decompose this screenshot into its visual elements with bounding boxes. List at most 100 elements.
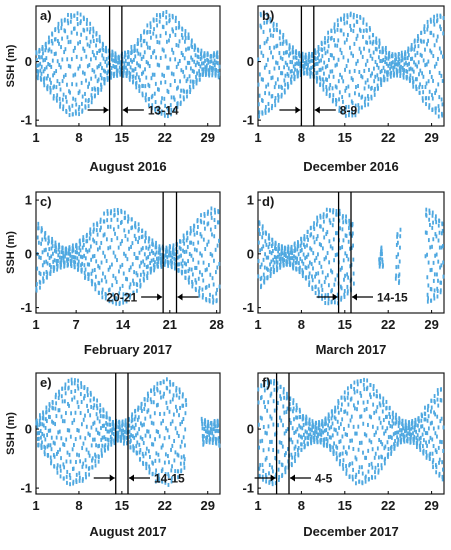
data-point bbox=[155, 468, 157, 473]
data-point bbox=[95, 241, 98, 246]
data-point bbox=[265, 455, 268, 460]
data-point bbox=[318, 67, 321, 72]
data-point bbox=[109, 265, 111, 270]
data-point bbox=[152, 50, 154, 55]
data-point bbox=[125, 276, 127, 281]
data-point bbox=[92, 437, 94, 442]
data-point bbox=[140, 401, 143, 406]
data-point bbox=[317, 56, 319, 61]
data-point bbox=[155, 451, 158, 456]
data-point bbox=[129, 72, 132, 77]
data-point bbox=[136, 283, 139, 288]
data-point bbox=[63, 260, 66, 265]
data-point bbox=[363, 377, 365, 382]
data-point bbox=[394, 439, 396, 444]
x-tick-label: 1 bbox=[254, 130, 261, 145]
data-point bbox=[196, 60, 199, 65]
data-point bbox=[52, 96, 55, 101]
data-point bbox=[273, 66, 276, 71]
data-point bbox=[123, 251, 125, 256]
data-point bbox=[325, 232, 328, 237]
data-point bbox=[273, 270, 275, 275]
data-point bbox=[379, 49, 381, 54]
data-point bbox=[85, 447, 88, 452]
data-point bbox=[112, 432, 115, 437]
data-point bbox=[183, 249, 186, 254]
data-point bbox=[274, 474, 277, 479]
data-point bbox=[392, 415, 395, 420]
data-point bbox=[313, 240, 316, 245]
data-point bbox=[363, 99, 366, 104]
data-point bbox=[435, 220, 438, 225]
data-point bbox=[293, 430, 296, 435]
data-point bbox=[181, 264, 184, 269]
data-point bbox=[81, 464, 84, 469]
data-point bbox=[70, 15, 73, 20]
data-point bbox=[432, 278, 435, 283]
data-point bbox=[65, 248, 68, 253]
data-point bbox=[314, 274, 316, 279]
data-point bbox=[351, 77, 354, 82]
data-point bbox=[86, 64, 89, 69]
data-point bbox=[405, 425, 408, 430]
data-point bbox=[118, 291, 121, 296]
data-point bbox=[210, 59, 213, 64]
data-point bbox=[180, 261, 183, 266]
data-point bbox=[37, 54, 40, 59]
data-point bbox=[164, 258, 167, 263]
data-point bbox=[214, 210, 216, 215]
data-point bbox=[141, 71, 143, 76]
data-point bbox=[320, 243, 322, 248]
y-tick-label: -1 bbox=[242, 481, 254, 496]
data-point bbox=[380, 439, 382, 444]
x-axis-title: August 2017 bbox=[89, 524, 166, 539]
data-point bbox=[440, 73, 443, 78]
data-point bbox=[166, 377, 168, 382]
data-point bbox=[332, 445, 334, 450]
data-point bbox=[285, 253, 287, 258]
data-point bbox=[306, 430, 308, 435]
data-point bbox=[189, 79, 192, 84]
data-point bbox=[177, 433, 180, 438]
data-point bbox=[365, 40, 368, 45]
data-point bbox=[328, 419, 331, 424]
data-point bbox=[115, 424, 118, 429]
data-point bbox=[150, 35, 152, 40]
data-point bbox=[310, 232, 313, 237]
data-point bbox=[131, 418, 134, 423]
data-point bbox=[102, 48, 105, 53]
x-tick-label: 29 bbox=[200, 498, 214, 513]
data-point bbox=[381, 409, 384, 414]
data-point bbox=[346, 411, 349, 416]
data-point bbox=[385, 56, 388, 61]
data-point bbox=[276, 381, 279, 386]
data-point bbox=[308, 54, 311, 59]
data-point bbox=[77, 66, 80, 71]
data-point bbox=[431, 107, 434, 112]
data-point bbox=[112, 58, 114, 63]
data-point bbox=[208, 71, 211, 76]
data-point bbox=[257, 422, 260, 427]
data-point bbox=[362, 382, 365, 387]
data-point bbox=[325, 85, 328, 90]
data-point bbox=[258, 228, 260, 233]
data-point bbox=[137, 239, 139, 244]
data-point bbox=[152, 400, 155, 405]
data-point bbox=[316, 61, 319, 66]
data-point bbox=[93, 254, 96, 259]
arrow-right-head bbox=[103, 106, 109, 114]
data-point bbox=[272, 448, 275, 453]
data-point bbox=[274, 81, 277, 86]
data-point bbox=[419, 445, 421, 450]
data-point bbox=[105, 258, 108, 263]
data-point bbox=[96, 79, 99, 84]
data-point bbox=[430, 409, 432, 414]
data-point bbox=[150, 258, 153, 263]
data-point bbox=[99, 228, 102, 233]
data-point bbox=[282, 387, 285, 392]
data-point bbox=[170, 265, 173, 270]
data-point bbox=[267, 400, 270, 405]
data-point bbox=[361, 465, 363, 470]
data-point bbox=[84, 267, 87, 272]
data-point bbox=[214, 424, 216, 429]
